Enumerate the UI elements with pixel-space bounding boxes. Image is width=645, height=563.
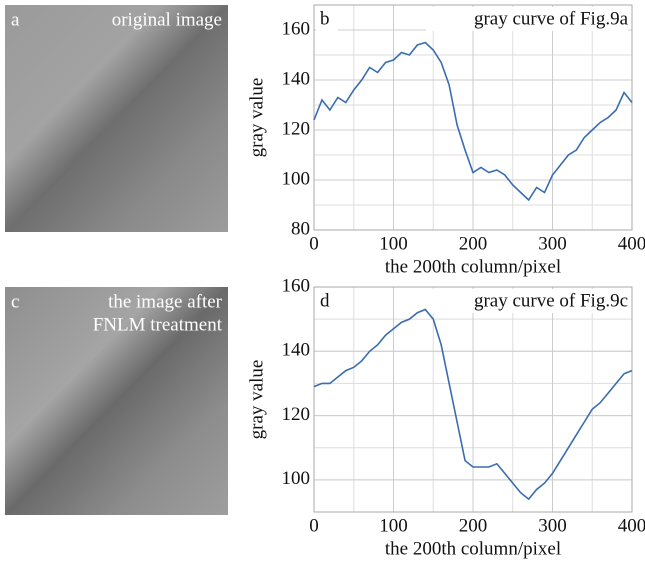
y-tick-label: 80 — [291, 218, 310, 239]
chart-title: gray curve of Fig.9a — [474, 8, 629, 29]
chart-title: gray curve of Fig.9c — [474, 290, 628, 311]
x-tick-label: 300 — [538, 515, 567, 536]
series-line — [313, 308, 633, 501]
x-tick-label: 100 — [379, 515, 408, 536]
y-tick-label: 160 — [282, 18, 311, 39]
y-tick-label: 120 — [282, 118, 311, 139]
y-tick-label: 140 — [282, 340, 311, 361]
x-tick-label: 0 — [309, 515, 319, 536]
x-tick-label: 200 — [459, 233, 488, 254]
title-bg — [426, 7, 628, 31]
x-tick-label: 0 — [309, 233, 319, 254]
x-tick-label: 100 — [379, 233, 408, 254]
plot-frame — [313, 286, 633, 513]
x-tick-label: 400 — [618, 233, 645, 254]
x-tick-label: 200 — [459, 515, 488, 536]
plot-frame — [313, 4, 633, 231]
x-tick-label: 400 — [618, 515, 645, 536]
series-line — [313, 41, 633, 202]
image-caption: the image after — [108, 291, 223, 312]
image-caption: original image — [112, 9, 222, 30]
x-axis-title: the 200th column/pixel — [385, 256, 561, 277]
image-caption: FNLM treatment — [93, 314, 223, 335]
y-tick-label: 100 — [282, 468, 311, 489]
title-bg — [426, 289, 628, 313]
y-tick-label: 160 — [282, 275, 311, 296]
panel-label: b — [320, 8, 330, 29]
original-image — [5, 5, 228, 232]
y-tick-label: 140 — [282, 68, 311, 89]
x-axis-title: the 200th column/pixel — [385, 538, 561, 559]
panel-label: a — [11, 9, 20, 30]
y-axis-title: gray value — [246, 360, 267, 440]
y-axis-title: gray value — [246, 78, 267, 158]
y-tick-label: 100 — [282, 168, 311, 189]
label-bg — [316, 7, 338, 31]
y-tick-label: 120 — [282, 404, 311, 425]
label-bg — [316, 289, 338, 313]
x-tick-label: 300 — [538, 233, 567, 254]
panel-label: c — [11, 291, 19, 312]
filtered-image — [5, 287, 228, 515]
panel-label: d — [320, 290, 330, 311]
